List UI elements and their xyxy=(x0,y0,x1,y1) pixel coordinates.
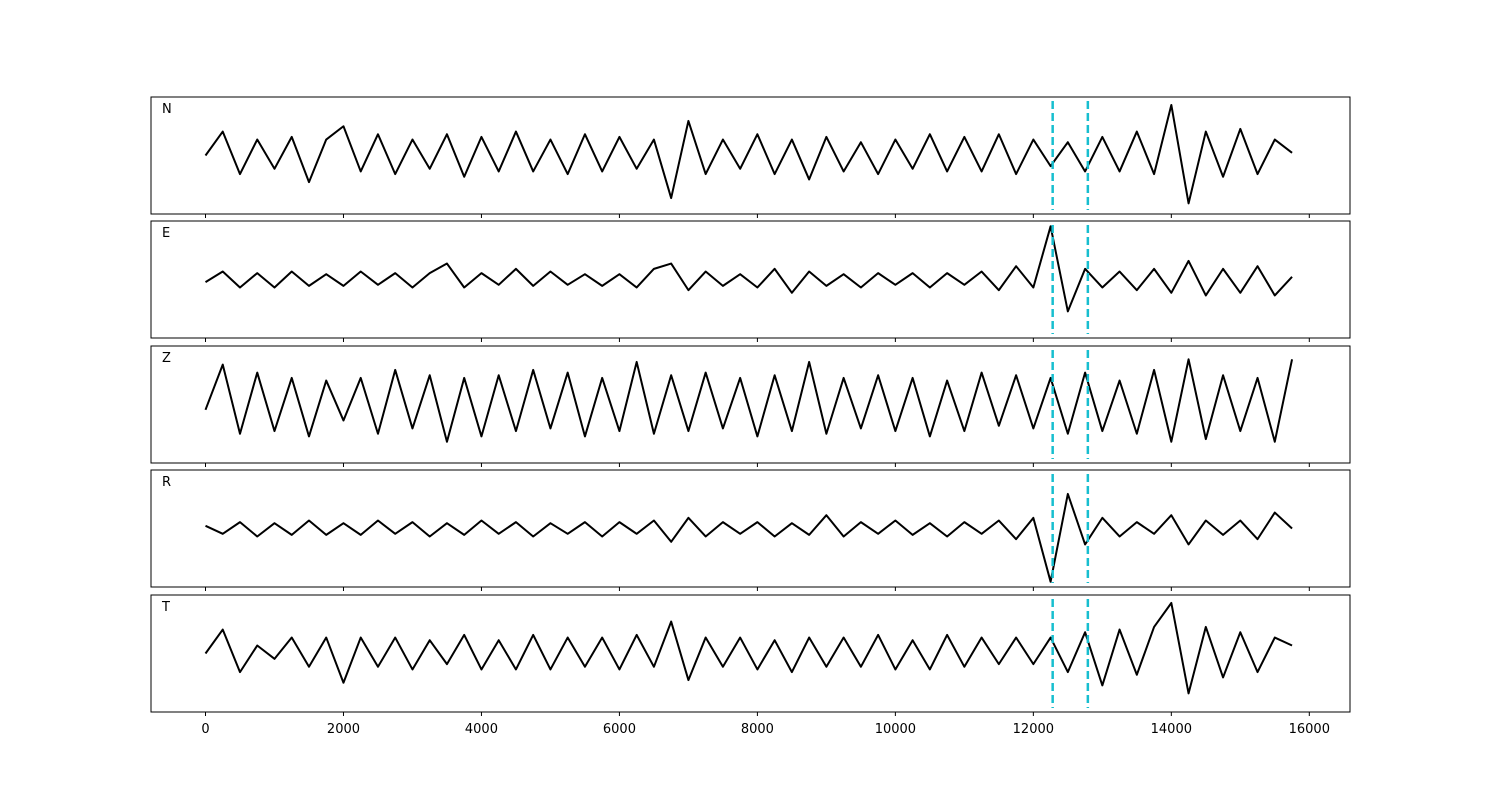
x-tick-label: 14000 xyxy=(1151,722,1192,737)
panel-label: R xyxy=(162,475,171,490)
panel-frame xyxy=(150,96,1351,215)
panel-frame xyxy=(150,220,1351,339)
panel-label: E xyxy=(162,226,170,241)
x-tick-label: 12000 xyxy=(1013,722,1054,737)
panel-label: N xyxy=(162,102,172,117)
x-tick-label: 16000 xyxy=(1289,722,1330,737)
panel-frame xyxy=(150,345,1351,464)
trace xyxy=(204,601,1293,695)
trace xyxy=(204,103,1293,205)
x-tick-label: 6000 xyxy=(603,722,636,737)
panel-frame xyxy=(150,469,1351,588)
panel-label: T xyxy=(161,600,170,615)
x-tick-label: 0 xyxy=(201,722,209,737)
x-tick-label: 2000 xyxy=(327,722,360,737)
trace xyxy=(205,492,1293,583)
panel-label: Z xyxy=(162,351,171,366)
panel-frame xyxy=(150,594,1351,713)
x-tick-label: 4000 xyxy=(465,722,498,737)
x-tick-label: 10000 xyxy=(875,722,916,737)
trace xyxy=(204,358,1294,443)
x-tick-label: 8000 xyxy=(741,722,774,737)
trace xyxy=(204,225,1293,313)
